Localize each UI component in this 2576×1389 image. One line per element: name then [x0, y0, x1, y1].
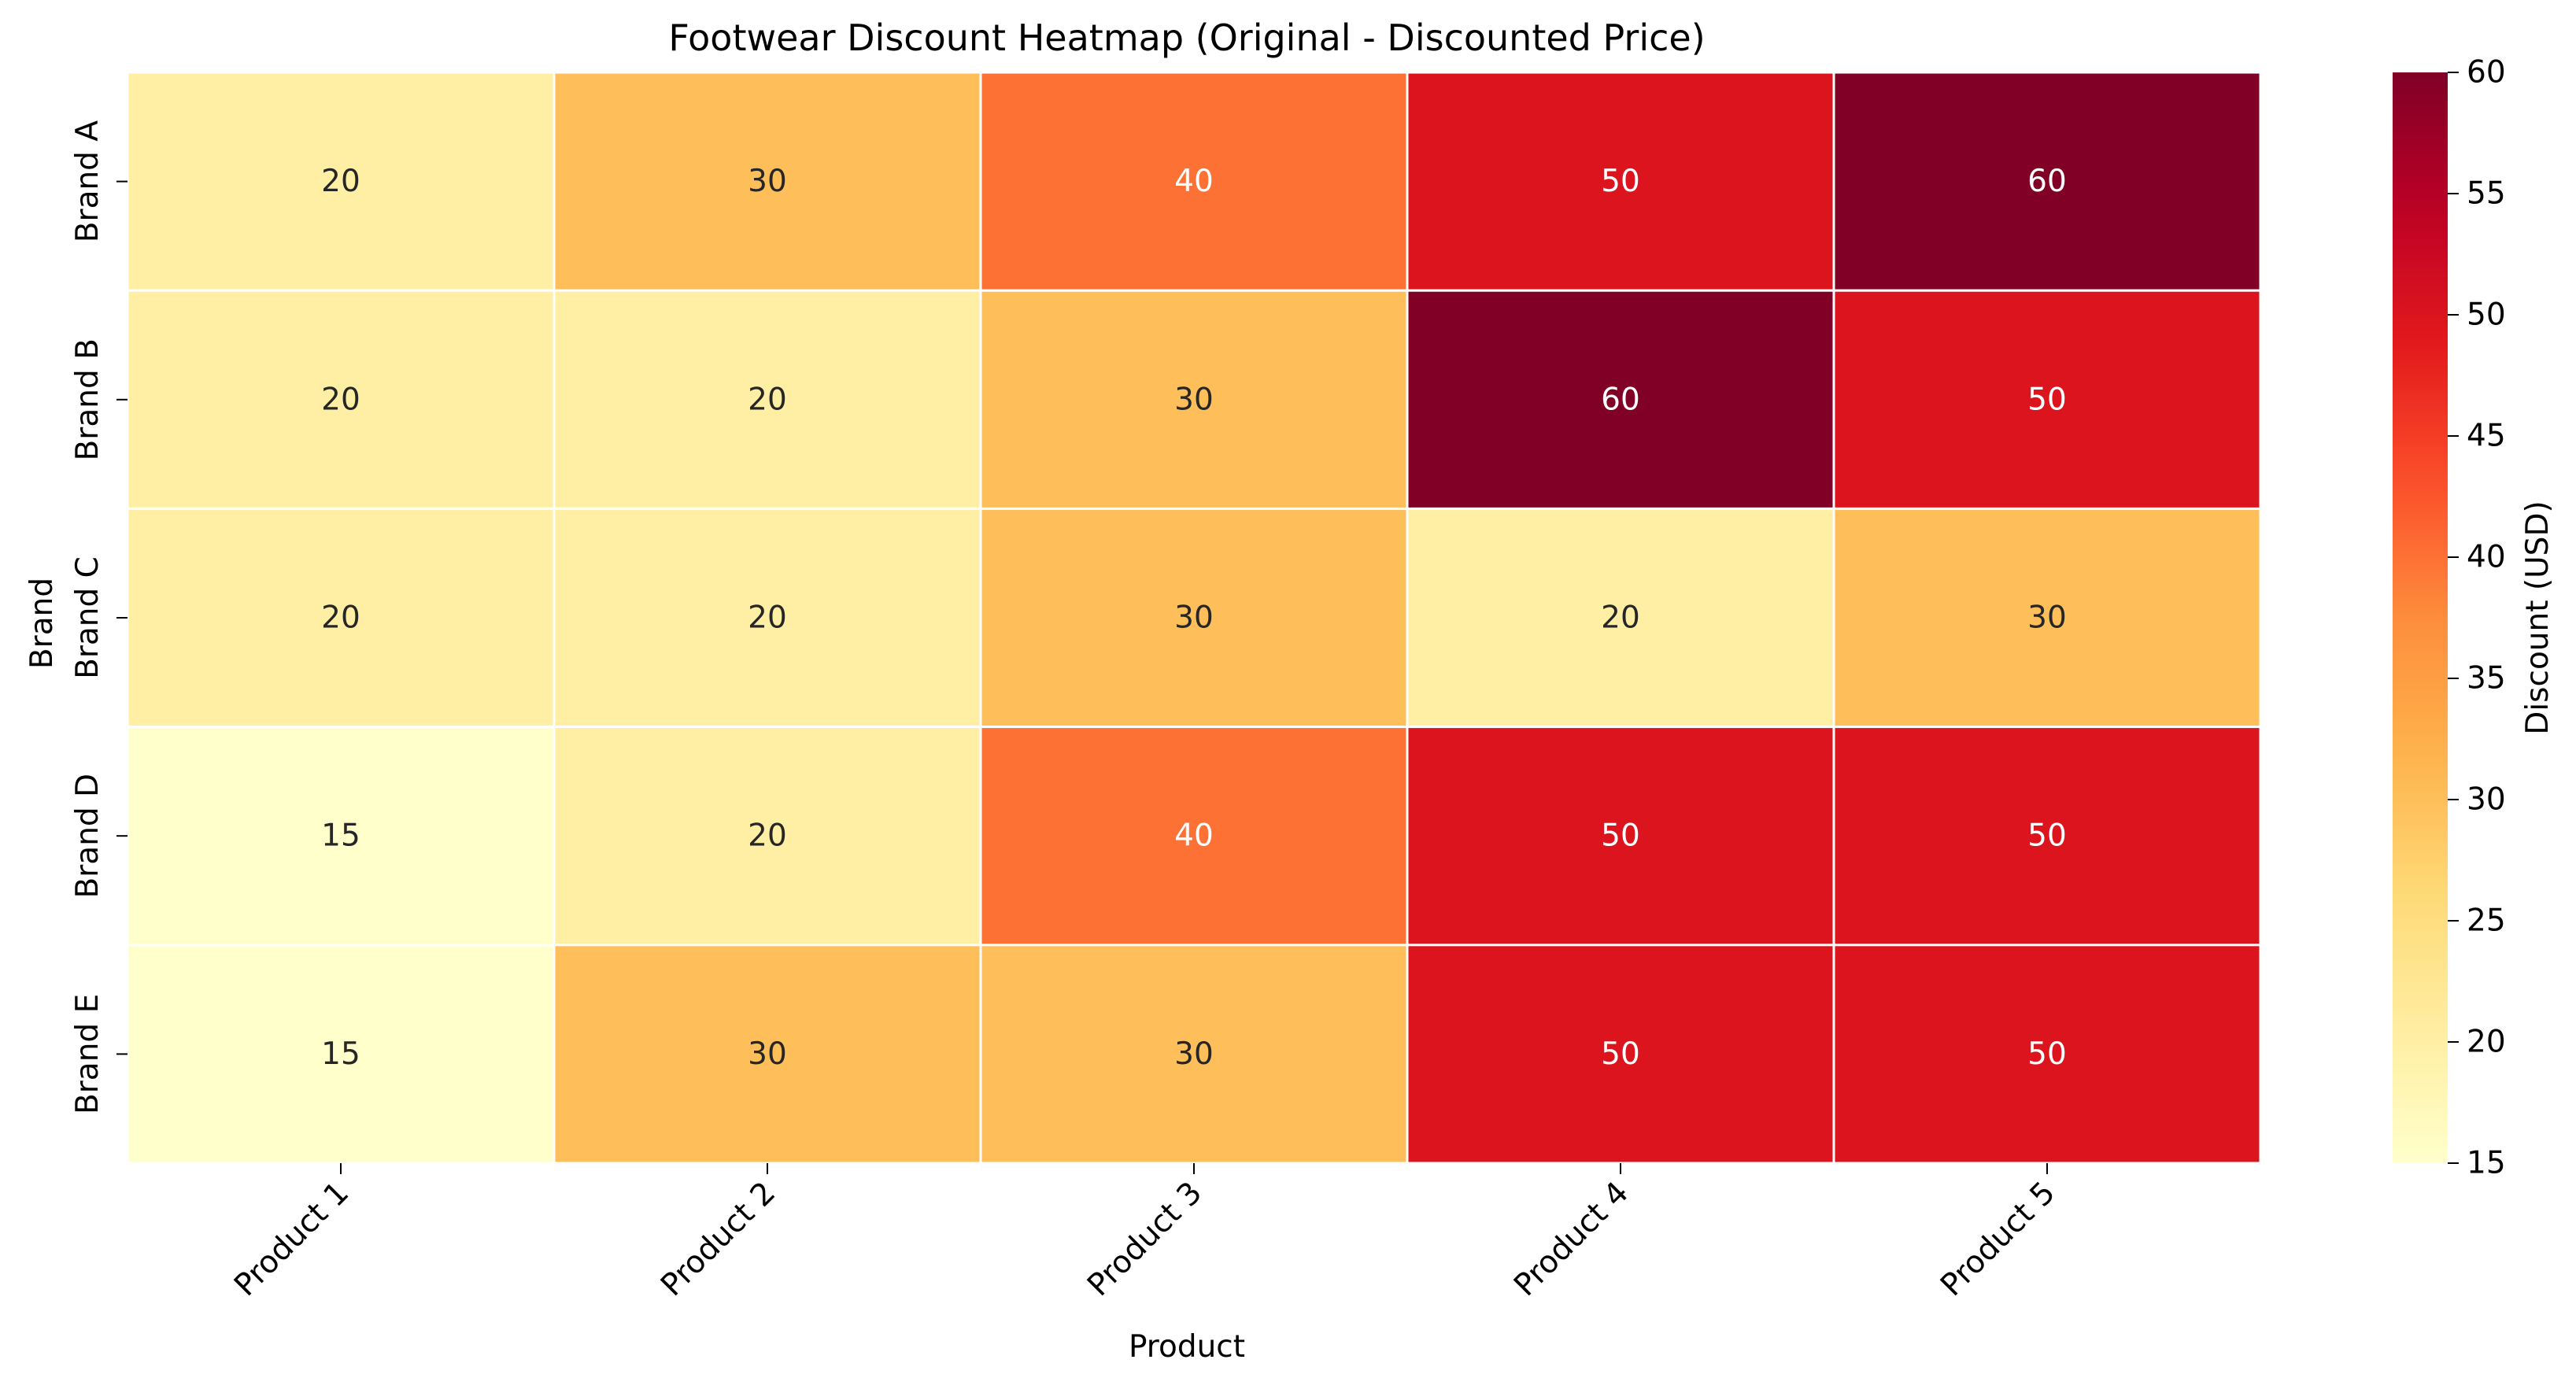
- heatmap-cell: [1832, 726, 2262, 947]
- cell-value-label: 30: [1174, 600, 1214, 636]
- heatmap-cell: [1406, 507, 1835, 729]
- heatmap-cell: [979, 71, 1409, 292]
- cell-value-label: 30: [748, 1036, 787, 1072]
- cell-value-label: 50: [1601, 1036, 1640, 1072]
- heatmap-cell: [1832, 71, 2262, 292]
- heatmap-cell: [1832, 944, 2262, 1165]
- heatmap-cell: [979, 289, 1409, 510]
- cell-value-label: 40: [1174, 164, 1214, 199]
- heatmap-cell: [979, 726, 1409, 947]
- cell-value-label: 20: [321, 164, 360, 199]
- x-tick-label: Product 4: [1507, 1175, 1635, 1303]
- heatmap-cell: [1406, 71, 1835, 292]
- colorbar-tick-label: 60: [2467, 55, 2506, 91]
- heatmap-cell: [126, 944, 556, 1165]
- heatmap-cell: [126, 289, 556, 510]
- colorbar-label: Discount (USD): [2520, 501, 2556, 734]
- cell-value-label: 20: [748, 600, 787, 636]
- y-tick-label: Brand A: [70, 120, 105, 243]
- heatmap-cell: [553, 507, 982, 729]
- y-axis-ticks: Brand A Brand B Brand C Brand D Brand E: [70, 120, 128, 1114]
- heatmap-cells: 20 30 40 50 60 20 20 30 60 50 20 20 30 20 30 15 20 40 50 50…: [126, 71, 2262, 1165]
- colorbar-tick-label: 25: [2467, 903, 2506, 939]
- heatmap-cell: [126, 71, 556, 292]
- cell-value-label: 60: [2027, 164, 2067, 199]
- colorbar-tick-label: 55: [2467, 176, 2506, 212]
- chart-title: Footwear Discount Heatmap (Original - Di…: [668, 17, 1705, 59]
- cell-value-label: 20: [321, 600, 360, 636]
- cell-value-label: 50: [1601, 164, 1640, 199]
- y-tick-label: Brand B: [70, 338, 105, 460]
- y-tick-label: Brand C: [70, 556, 105, 679]
- cell-value-label: 30: [1174, 382, 1214, 417]
- x-tick-label: Product 3: [1081, 1175, 1209, 1303]
- heatmap-cell: [553, 726, 982, 947]
- heatmap-cell: [1832, 507, 2262, 729]
- x-axis-label: Product: [1129, 1329, 1245, 1365]
- heatmap-cell: [553, 71, 982, 292]
- colorbar-tick-label: 30: [2467, 782, 2506, 818]
- cell-value-label: 20: [1601, 600, 1640, 636]
- cell-value-label: 20: [748, 818, 787, 854]
- x-tick-label: Product 5: [1934, 1175, 2062, 1303]
- y-axis-label: Brand: [24, 578, 60, 669]
- heatmap-cell: [1832, 289, 2262, 510]
- y-tick-label: Brand E: [70, 994, 105, 1114]
- cell-value-label: 15: [321, 818, 360, 854]
- colorbar-gradient: [2393, 72, 2448, 1163]
- cell-value-label: 60: [1601, 382, 1640, 417]
- x-axis-ticks: Product 1 Product 2 Product 3 Product 4 Prod…: [227, 1163, 2062, 1303]
- heatmap-cell: [979, 944, 1409, 1165]
- cell-value-label: 30: [1174, 1036, 1214, 1072]
- cell-value-label: 15: [321, 1036, 360, 1072]
- y-tick-label: Brand D: [70, 774, 105, 899]
- colorbar: [2393, 72, 2448, 1163]
- cell-value-label: 20: [748, 382, 787, 417]
- cell-value-label: 40: [1174, 818, 1214, 854]
- cell-value-label: 20: [321, 382, 360, 417]
- colorbar-tick-label: 45: [2467, 419, 2506, 454]
- cell-value-label: 50: [2027, 818, 2067, 854]
- x-tick-label: Product 1: [227, 1175, 356, 1303]
- cell-value-label: 30: [2027, 600, 2067, 636]
- colorbar-tick-label: 40: [2467, 540, 2506, 575]
- colorbar-tick-label: 50: [2467, 297, 2506, 333]
- colorbar-ticks: 15 20 25 30 35 40 45 50 55 60: [2448, 55, 2506, 1181]
- colorbar-tick-label: 15: [2467, 1146, 2506, 1181]
- heatmap-cell: [979, 507, 1409, 729]
- cell-value-label: 50: [1601, 818, 1640, 854]
- cell-value-label: 50: [2027, 382, 2067, 417]
- colorbar-tick-label: 35: [2467, 661, 2506, 696]
- colorbar-tick-label: 20: [2467, 1025, 2506, 1060]
- heatmap-cell: [553, 944, 982, 1165]
- x-tick-label: Product 2: [654, 1175, 782, 1303]
- heatmap-cell: [1406, 726, 1835, 947]
- cell-value-label: 30: [748, 164, 787, 199]
- cell-value-label: 50: [2027, 1036, 2067, 1072]
